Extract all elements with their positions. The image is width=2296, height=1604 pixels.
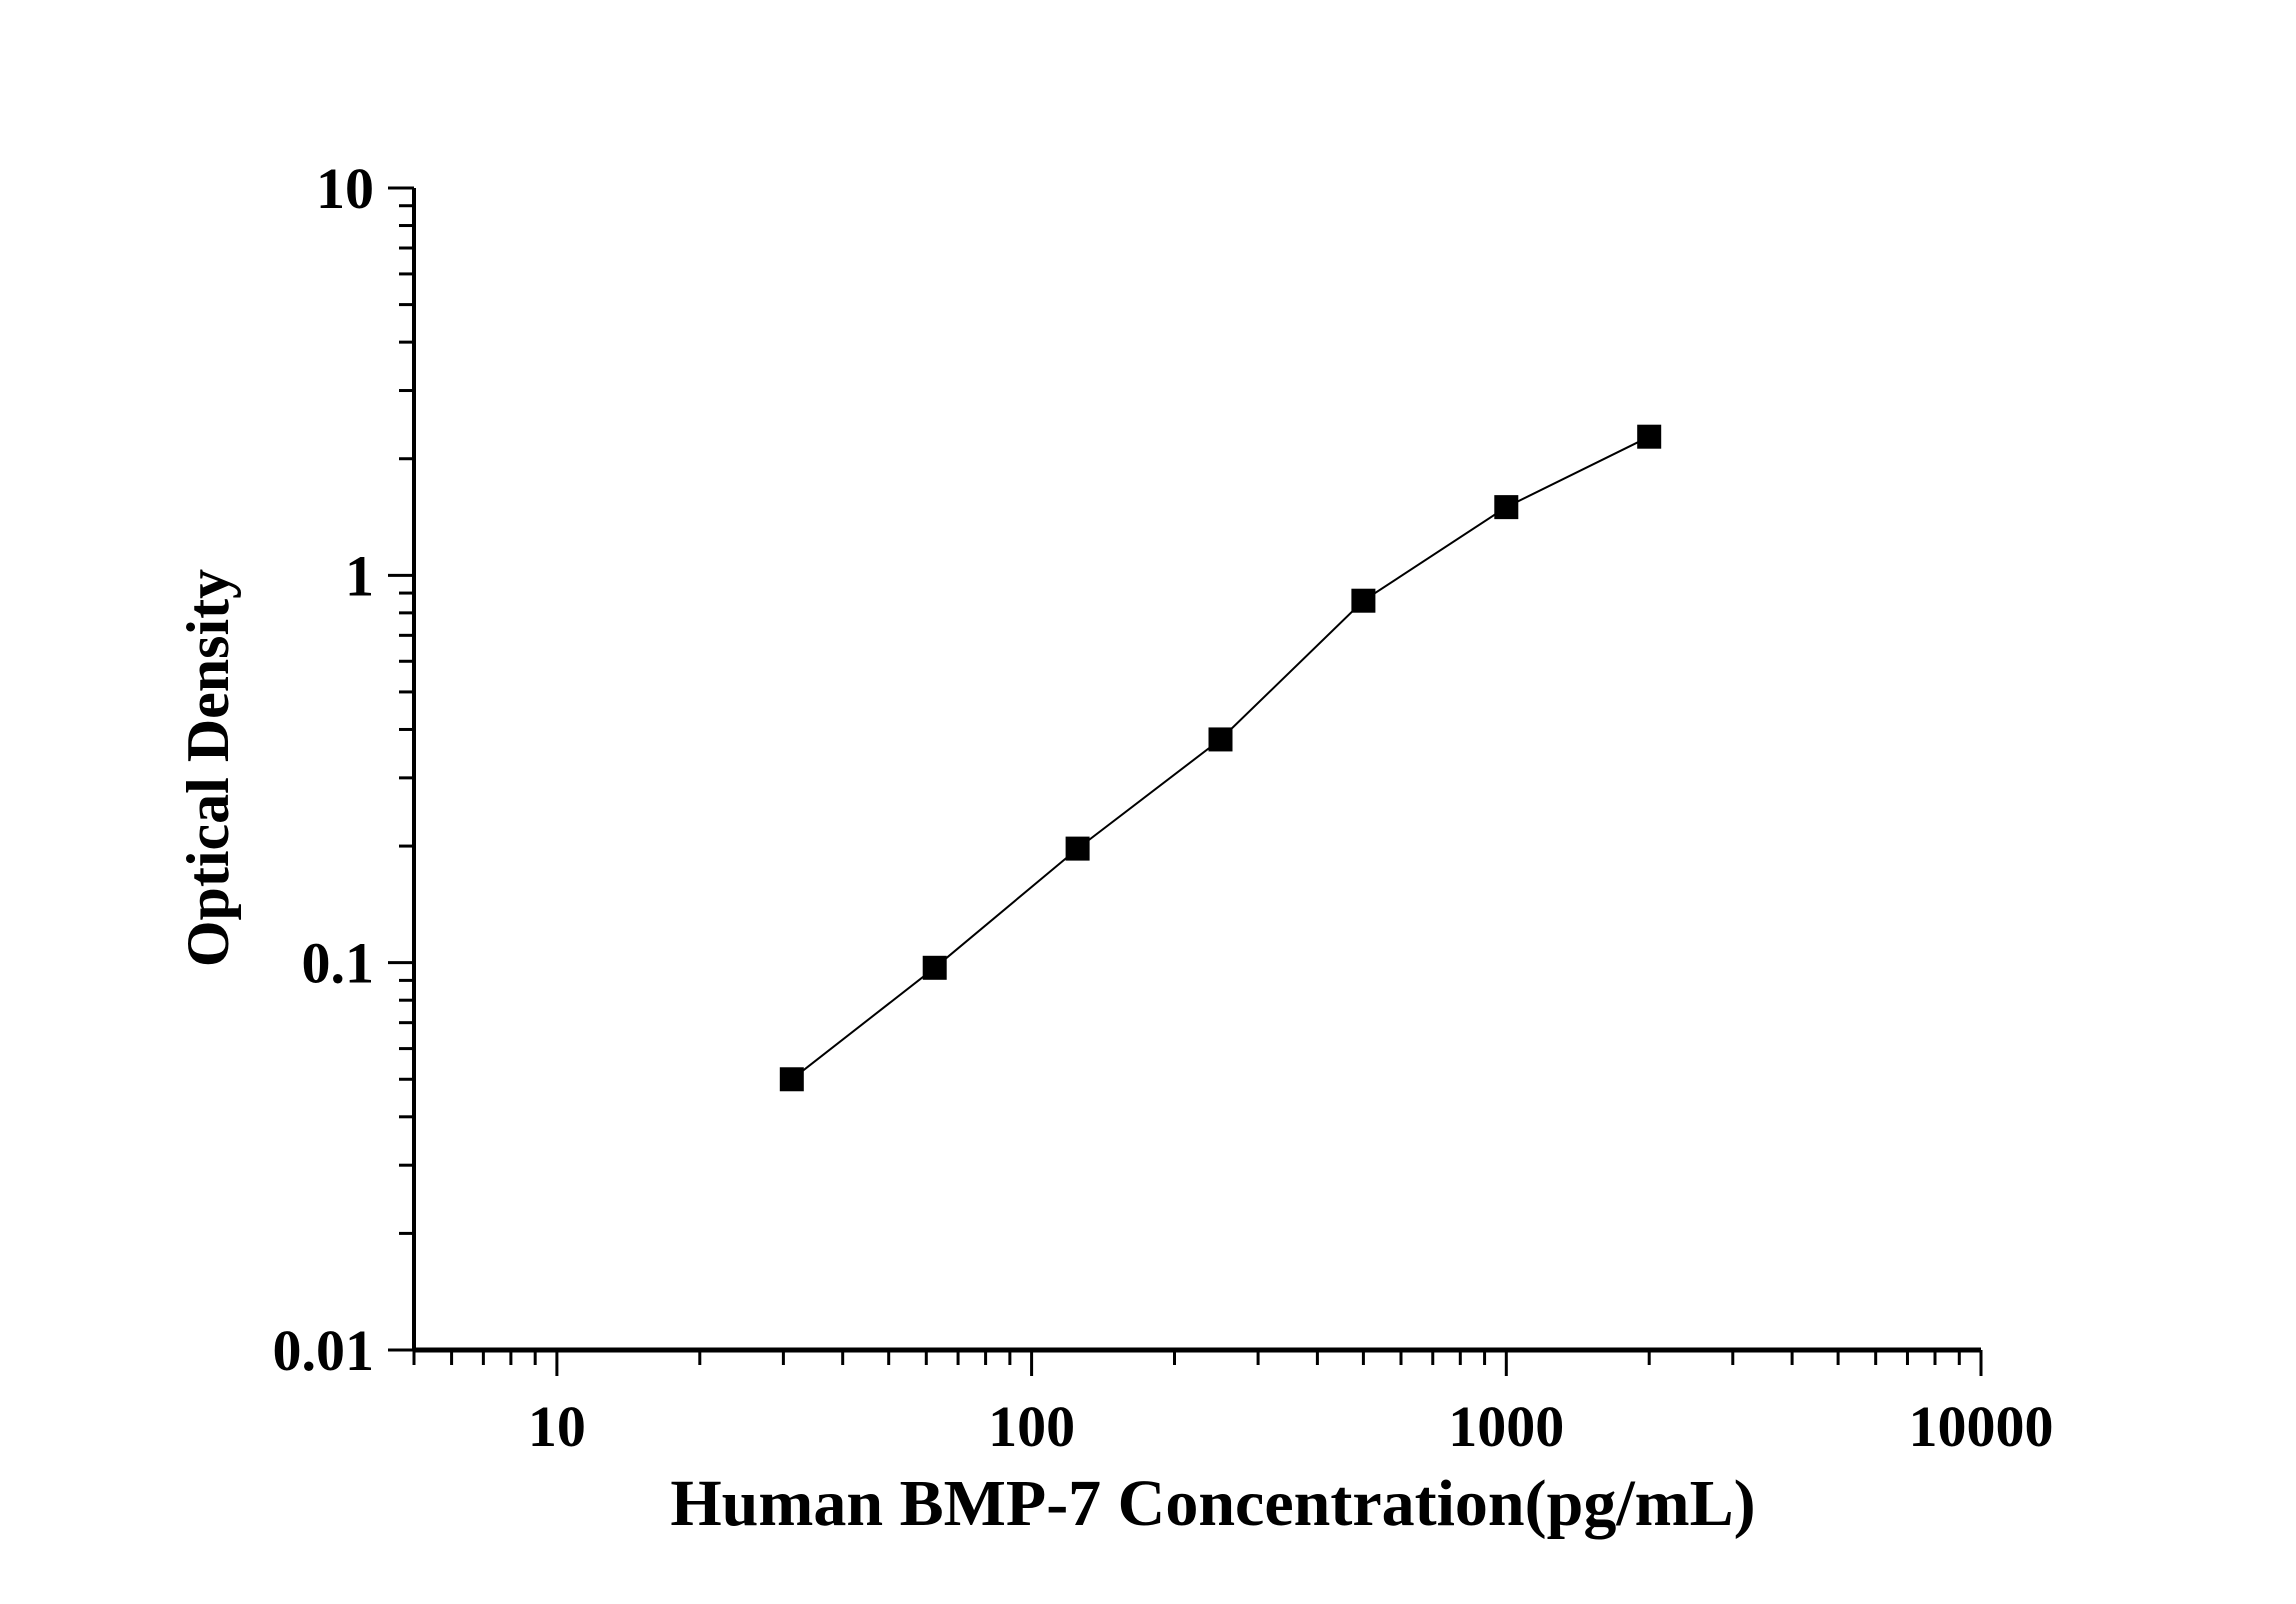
- y-tick-label: 0.1: [302, 931, 375, 996]
- series: [779, 424, 1662, 1092]
- x-tick-label: 100: [988, 1394, 1075, 1459]
- data-point: [1065, 836, 1090, 861]
- series-line: [791, 435, 1650, 1081]
- data-point: [779, 1067, 804, 1092]
- y-tick-label: 1: [345, 543, 374, 608]
- x-tick-label: 1000: [1448, 1394, 1564, 1459]
- y-axis-label: Optical Density: [175, 569, 241, 967]
- ticks: 10 100 1000 10000 0.01 0.1 1 10: [273, 156, 2054, 1459]
- y-tick-label: 0.01: [273, 1318, 375, 1383]
- axes: [412, 188, 1981, 1353]
- y-tick-label: 10: [316, 156, 374, 221]
- data-point: [1208, 727, 1233, 752]
- x-tick-label: 10000: [1909, 1394, 2054, 1459]
- x-tick-label: 10: [528, 1394, 586, 1459]
- data-point: [1494, 495, 1519, 520]
- data-point: [922, 955, 947, 980]
- data-point: [1351, 588, 1376, 613]
- x-axis-label: Human BMP-7 Concentration(pg/mL): [670, 1467, 1755, 1540]
- data-point: [1637, 424, 1662, 449]
